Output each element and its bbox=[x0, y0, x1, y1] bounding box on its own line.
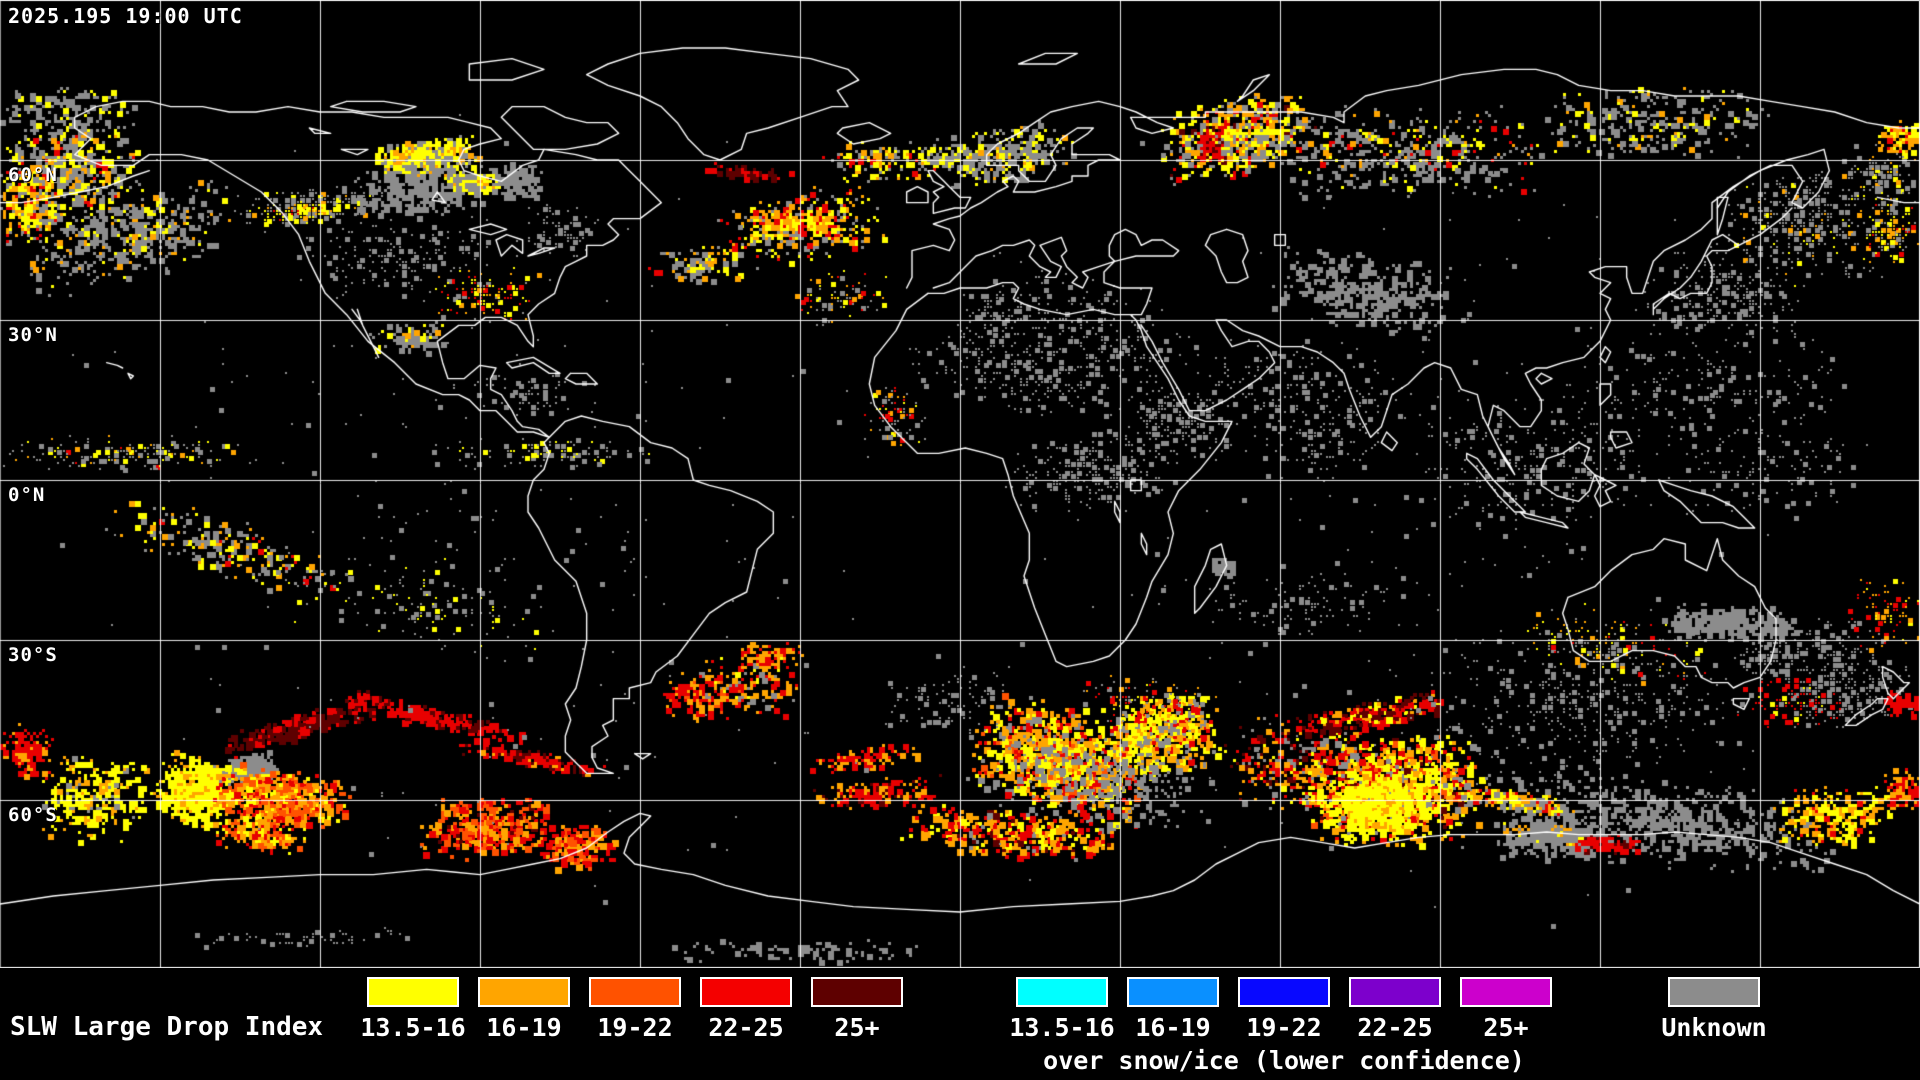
legend-swatch-label: Unknown bbox=[1661, 1013, 1767, 1042]
legend-swatch-gray bbox=[1668, 977, 1760, 1007]
legend-swatch-label: 19-22 bbox=[1246, 1013, 1322, 1042]
legend-item: 13.5-16 bbox=[360, 977, 466, 1042]
legend-swatch-blue bbox=[1238, 977, 1330, 1007]
legend-swatch-label: 22-25 bbox=[1357, 1013, 1433, 1042]
legend-swatch-label: 16-19 bbox=[1135, 1013, 1211, 1042]
legend-swatch-cyan bbox=[1016, 977, 1108, 1007]
legend-swatch-label: 13.5-16 bbox=[1009, 1013, 1115, 1042]
legend-snow-ice-subtitle: over snow/ice (lower confidence) bbox=[1043, 1046, 1525, 1075]
latitude-label-60n: 60°N bbox=[8, 164, 58, 186]
legend-swatch-dark-red bbox=[811, 977, 903, 1007]
legend-swatch-yellow bbox=[367, 977, 459, 1007]
legend-swatch-magenta bbox=[1460, 977, 1552, 1007]
legend-item: 16-19 bbox=[1127, 977, 1219, 1042]
legend-item: Unknown bbox=[1661, 977, 1767, 1042]
legend-swatch-label: 25+ bbox=[1483, 1013, 1529, 1042]
legend-swatch-orange bbox=[478, 977, 570, 1007]
legend-swatch-label: 25+ bbox=[834, 1013, 880, 1042]
legend-swatch-label: 16-19 bbox=[486, 1013, 562, 1042]
latitude-label-30s: 30°S bbox=[8, 644, 58, 666]
legend-group-unknown: Unknown bbox=[1661, 977, 1767, 1042]
legend-swatch-light-blue bbox=[1127, 977, 1219, 1007]
legend-item: 13.5-16 bbox=[1009, 977, 1115, 1042]
legend-swatch-label: 22-25 bbox=[708, 1013, 784, 1042]
latitude-label-60s: 60°S bbox=[8, 804, 58, 826]
legend-item: 25+ bbox=[811, 977, 903, 1042]
legend-title: SLW Large Drop Index bbox=[10, 1012, 324, 1042]
legend-swatch-label: 13.5-16 bbox=[360, 1013, 466, 1042]
latitude-label-0n: 0°N bbox=[8, 484, 46, 506]
legend-item: 22-25 bbox=[1349, 977, 1441, 1042]
legend-swatch-red bbox=[700, 977, 792, 1007]
legend-swatch-label: 19-22 bbox=[597, 1013, 673, 1042]
legend-item: 22-25 bbox=[700, 977, 792, 1042]
legend-group-snow-ice: 13.5-16 16-19 19-22 22-25 25+ bbox=[1009, 977, 1552, 1042]
legend-swatch-deep-orange bbox=[589, 977, 681, 1007]
legend-item: 25+ bbox=[1460, 977, 1552, 1042]
latitude-label-30n: 30°N bbox=[8, 324, 58, 346]
world-map-canvas bbox=[0, 0, 1920, 968]
legend-item: 16-19 bbox=[478, 977, 570, 1042]
legend-group-clear: 13.5-16 16-19 19-22 22-25 25+ bbox=[360, 977, 903, 1042]
legend-item: 19-22 bbox=[589, 977, 681, 1042]
legend-item: 19-22 bbox=[1238, 977, 1330, 1042]
timestamp: 2025.195 19:00 UTC bbox=[8, 4, 243, 28]
legend-swatch-purple bbox=[1349, 977, 1441, 1007]
